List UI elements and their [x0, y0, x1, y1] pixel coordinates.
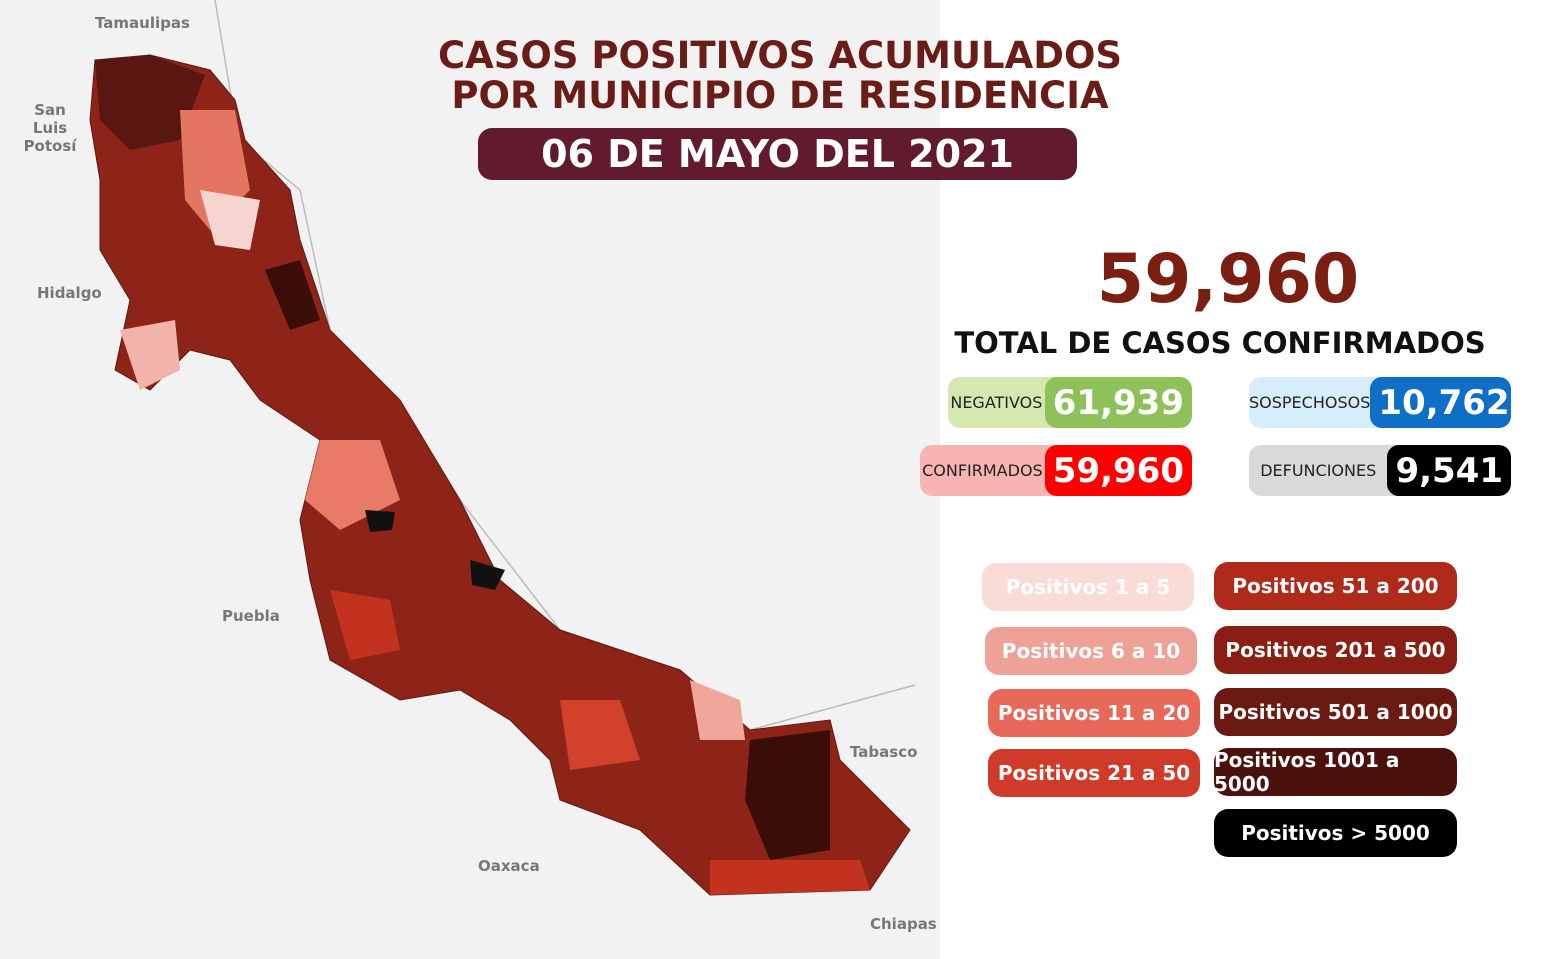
- legend-item: Positivos 21 a 50: [988, 749, 1200, 797]
- legend-item: Positivos 501 a 1000: [1214, 688, 1457, 736]
- region: [745, 730, 830, 860]
- date-banner: 06 DE MAYO DEL 2021: [478, 128, 1077, 180]
- map-label: Hidalgo: [37, 284, 102, 302]
- map-label: Tamaulipas: [95, 14, 190, 32]
- map-label: Chiapas: [870, 915, 937, 933]
- legend-item: Positivos 201 a 500: [1214, 626, 1457, 674]
- legend-item: Positivos 51 a 200: [1214, 562, 1457, 610]
- total-value: 59,960: [1096, 240, 1360, 319]
- stat-pill: CONFIRMADOS 59,960: [920, 445, 1192, 496]
- map-label: Puebla: [222, 607, 280, 625]
- map-label: Oaxaca: [478, 857, 540, 875]
- legend-item: Positivos 6 a 10: [985, 627, 1197, 675]
- legend-item: Positivos > 5000: [1214, 809, 1457, 857]
- map-label: San Luis Potosí: [23, 101, 77, 155]
- region: [120, 320, 180, 390]
- map-label: Tabasco: [850, 743, 918, 761]
- stat-label: SOSPECHOSOS: [1249, 393, 1371, 412]
- region: [265, 260, 320, 330]
- legend-item: Positivos 1 a 5: [982, 563, 1194, 611]
- stat-label: CONFIRMADOS: [922, 461, 1043, 480]
- total-label: TOTAL DE CASOS CONFIRMADOS: [954, 326, 1486, 360]
- region: [305, 440, 400, 530]
- stat-value: 9,541: [1387, 445, 1511, 496]
- region: [710, 860, 870, 895]
- region: [330, 590, 400, 660]
- stat-value: 10,762: [1370, 377, 1511, 428]
- stat-pill: NEGATIVOS 61,939: [948, 377, 1192, 428]
- legend-item: Positivos 11 a 20: [988, 689, 1200, 737]
- region: [200, 190, 260, 250]
- title: CASOS POSITIVOS ACUMULADOS: [437, 34, 1123, 77]
- region: [690, 680, 745, 740]
- stat-value: 59,960: [1044, 445, 1192, 496]
- stat-pill: SOSPECHOSOS 10,762: [1249, 377, 1511, 428]
- stat-value: 61,939: [1044, 377, 1192, 428]
- legend-item: Positivos 1001 a 5000: [1214, 748, 1457, 796]
- stat-label: DEFUNCIONES: [1260, 461, 1377, 480]
- stat-label: NEGATIVOS: [950, 393, 1043, 412]
- region: [560, 700, 640, 770]
- region: [470, 560, 505, 590]
- region: [365, 510, 395, 532]
- title: POR MUNICIPIO DE RESIDENCIA: [451, 74, 1109, 117]
- stat-pill: DEFUNCIONES 9,541: [1249, 445, 1511, 496]
- region: [95, 55, 205, 150]
